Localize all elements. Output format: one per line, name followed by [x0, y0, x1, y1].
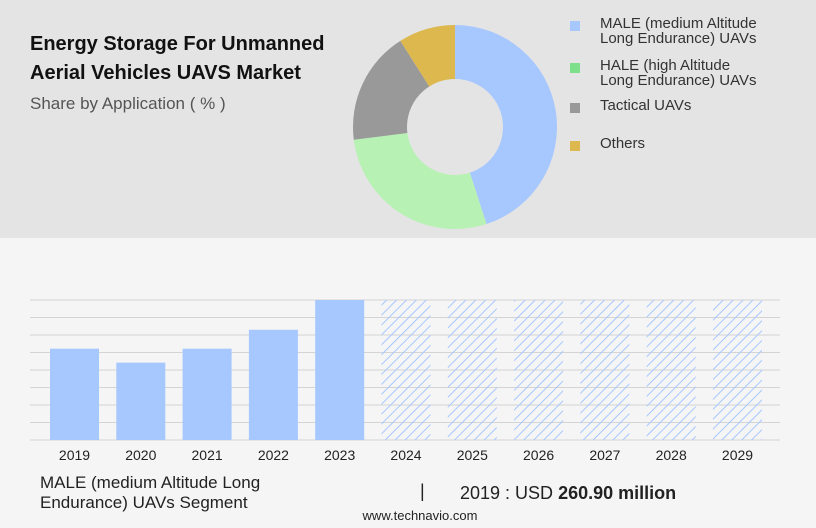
legend-label: Others — [600, 136, 645, 151]
legend-swatch — [570, 63, 580, 73]
segment-value: 2019 : USD 260.90 million — [460, 483, 676, 504]
bar-chart: 2019 2020 2021 2022 2023 2024 2025 2026 2027 2028… — [30, 299, 780, 463]
x-tick-label: 2029 — [722, 447, 753, 463]
legend-label-line: Tactical UAVs — [600, 97, 692, 114]
x-tick-label: 2025 — [457, 447, 488, 463]
bar — [50, 348, 99, 440]
legend-label-line: Others — [600, 135, 646, 152]
legend-label-line: HALE (high Altitude — [600, 57, 731, 74]
x-tick-label: 2019 — [59, 447, 90, 463]
forecast-bar — [713, 300, 762, 440]
x-tick-label: 2028 — [656, 447, 687, 463]
forecast-bar — [381, 300, 431, 440]
donut-slice — [400, 25, 455, 87]
forecast-bar — [646, 300, 696, 440]
donut-slice — [353, 40, 430, 140]
chart-title: Energy Storage For Unmanned Aerial Vehic… — [30, 33, 325, 84]
segment-label: MALE (medium Altitude Long Endurance) UA… — [40, 473, 261, 512]
forecast-bar — [447, 300, 497, 440]
source-link[interactable]: www.technavio.com — [362, 508, 478, 523]
x-tick-label: 2027 — [589, 447, 620, 463]
forecast-bar — [514, 300, 564, 440]
legend-label: Tactical UAVs — [600, 98, 691, 113]
legend-label-line: Long Endurance) UAVs — [600, 72, 757, 89]
bar — [248, 329, 298, 440]
legend-label-line: Long Endurance) UAVs — [600, 30, 757, 47]
x-tick-label: 2021 — [192, 447, 223, 463]
bar — [182, 348, 232, 440]
chart-subtitle: Share by Application ( % ) — [30, 94, 226, 113]
legend-swatch — [570, 141, 580, 151]
legend-swatch — [570, 103, 580, 113]
donut-slice — [353, 133, 487, 230]
legend-label: MALE (medium Altitude Long Endurance) UAV… — [600, 16, 757, 46]
donut-slice — [455, 25, 558, 225]
separator: | — [420, 481, 425, 501]
x-tick-label: 2026 — [523, 447, 554, 463]
legend-swatch — [570, 21, 580, 31]
value-amount: 260.90 million — [558, 483, 677, 503]
bar — [116, 362, 166, 440]
value-prefix: 2019 : USD — [460, 483, 554, 503]
donut-chart — [353, 25, 558, 230]
x-tick-label: 2023 — [324, 447, 355, 463]
x-tick-label: 2024 — [390, 447, 421, 463]
legend-label-line: MALE (medium Altitude — [600, 15, 757, 32]
legend-label: HALE (high Altitude Long Endurance) UAVs — [600, 58, 756, 88]
bar — [315, 300, 365, 440]
x-tick-label: 2020 — [125, 447, 156, 463]
x-tick-label: 2022 — [258, 447, 289, 463]
forecast-bar — [580, 300, 630, 440]
